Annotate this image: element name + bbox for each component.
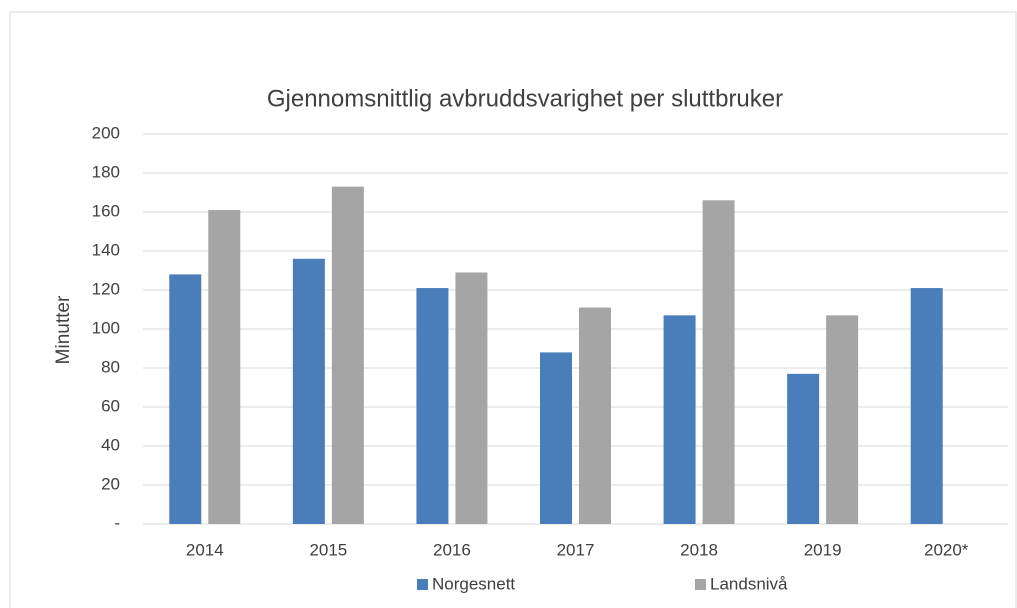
y-tick-label: 160	[92, 201, 120, 220]
x-tick-label: 2015	[309, 540, 347, 559]
x-tick-label: 2020*	[924, 540, 969, 559]
bar	[169, 274, 202, 524]
chart-title: Gjennomsnittlig avbruddsvarighet per slu…	[267, 85, 783, 112]
bar	[208, 210, 241, 525]
bar	[579, 307, 611, 524]
x-tick-label: 2016	[433, 540, 471, 559]
legend-swatch	[695, 579, 706, 590]
y-tick-label: 80	[101, 357, 120, 376]
legend-swatch	[417, 579, 428, 590]
bar	[540, 352, 572, 524]
bar	[787, 373, 820, 524]
bar	[663, 315, 696, 524]
y-tick-label: 140	[92, 240, 120, 259]
y-tick-label: -	[114, 513, 120, 532]
y-tick-label: 200	[92, 123, 120, 142]
y-tick-label: 100	[92, 318, 120, 337]
y-axis-label: Minutter	[53, 295, 74, 364]
x-tick-label: 2017	[557, 540, 595, 559]
x-tick-label: 2018	[680, 540, 718, 559]
bar	[455, 272, 488, 524]
x-tick-label: 2014	[186, 540, 224, 559]
legend-label: Landsnivå	[710, 574, 788, 593]
x-tick-label: 2019	[804, 540, 842, 559]
bar	[826, 315, 859, 524]
y-tick-label: 180	[92, 162, 120, 181]
bar	[331, 186, 364, 524]
bar	[702, 200, 735, 525]
bar	[292, 258, 325, 524]
legend-label: Norgesnett	[432, 574, 515, 593]
y-tick-label: 120	[92, 279, 120, 298]
y-tick-label: 20	[101, 474, 120, 493]
bar	[416, 288, 449, 524]
y-tick-label: 40	[101, 435, 120, 454]
y-tick-label: 60	[101, 396, 120, 415]
bar	[910, 288, 943, 524]
